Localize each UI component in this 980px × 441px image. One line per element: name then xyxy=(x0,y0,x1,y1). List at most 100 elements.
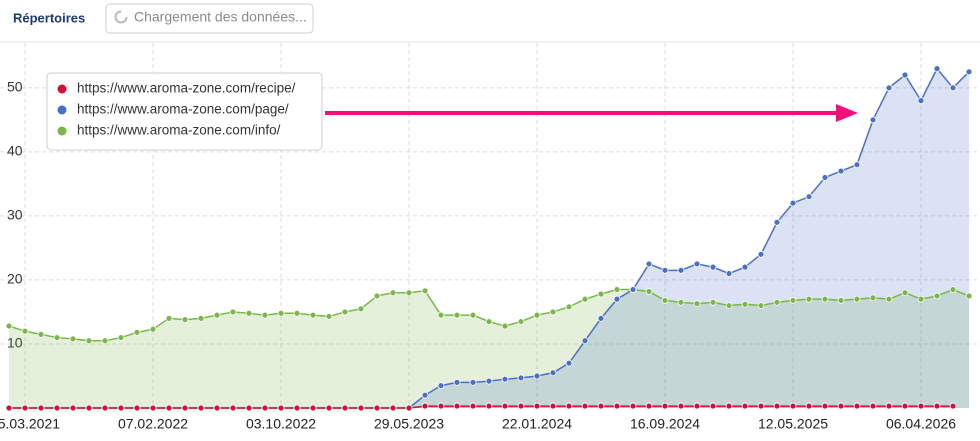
point xyxy=(901,402,909,410)
point xyxy=(165,314,173,322)
loading-text: Chargement des données... xyxy=(134,9,307,25)
legend-marker xyxy=(57,126,67,136)
point xyxy=(5,404,13,412)
spinner xyxy=(114,10,128,24)
point xyxy=(245,309,253,317)
y-tick-label: 40 xyxy=(7,143,23,159)
legend-marker xyxy=(57,105,67,115)
point xyxy=(325,404,333,412)
legend-label: https://www.aroma-zone.com/info/ xyxy=(77,123,281,138)
point xyxy=(373,404,381,412)
x-tick-label: 12.05.2025 xyxy=(758,416,828,432)
point xyxy=(917,97,925,105)
point xyxy=(421,391,429,399)
point xyxy=(229,308,237,316)
point xyxy=(741,300,749,308)
point xyxy=(661,266,669,274)
point xyxy=(917,402,925,410)
point xyxy=(437,402,445,410)
plot: 10 20 30 40 50 15.03.2021 07.02.2022 03.10.2022… xyxy=(0,43,980,432)
point xyxy=(725,270,733,277)
point xyxy=(85,404,93,412)
x-tick-label: 06.04.2026 xyxy=(886,416,956,432)
point xyxy=(965,292,973,300)
point xyxy=(533,311,541,319)
point xyxy=(69,335,77,343)
point xyxy=(245,404,253,412)
point xyxy=(197,404,205,412)
point xyxy=(213,311,221,319)
point xyxy=(261,404,269,412)
point xyxy=(837,402,845,410)
point xyxy=(949,402,957,410)
point xyxy=(453,378,461,386)
point xyxy=(565,402,573,410)
point xyxy=(821,295,829,303)
point xyxy=(21,327,29,335)
point xyxy=(117,404,125,412)
point xyxy=(277,404,285,412)
point xyxy=(773,218,781,226)
area xyxy=(9,289,969,408)
point xyxy=(885,84,893,92)
point xyxy=(341,404,349,412)
point xyxy=(709,298,717,306)
point xyxy=(741,263,749,271)
point xyxy=(101,404,109,412)
tab-title[interactable]: Répertoires xyxy=(13,10,85,25)
point xyxy=(437,382,445,389)
point xyxy=(789,297,797,304)
point xyxy=(517,402,525,410)
y-tick-label: 20 xyxy=(7,271,23,287)
point xyxy=(485,402,493,410)
point xyxy=(837,297,845,304)
y-tick-label: 10 xyxy=(7,335,23,351)
point xyxy=(933,65,941,73)
point xyxy=(277,309,285,317)
point xyxy=(581,295,589,303)
point xyxy=(613,295,621,303)
point xyxy=(117,334,125,341)
point xyxy=(437,311,445,319)
point xyxy=(101,337,109,345)
point xyxy=(869,402,877,410)
point xyxy=(53,334,61,341)
point xyxy=(181,316,189,324)
point xyxy=(341,308,349,316)
point xyxy=(309,311,317,319)
point xyxy=(197,314,205,322)
point xyxy=(549,369,557,377)
point xyxy=(533,372,541,380)
point xyxy=(229,404,237,412)
point xyxy=(181,404,189,412)
point xyxy=(37,404,45,412)
point xyxy=(21,404,29,412)
point xyxy=(661,402,669,410)
point xyxy=(757,250,765,258)
point xyxy=(469,311,477,319)
point xyxy=(645,288,653,295)
point xyxy=(901,71,909,79)
point xyxy=(485,318,493,325)
point xyxy=(565,303,573,311)
point xyxy=(469,378,477,386)
point xyxy=(133,404,141,412)
legend-label: https://www.aroma-zone.com/recipe/ xyxy=(77,81,296,96)
point xyxy=(709,402,717,410)
point xyxy=(805,193,813,201)
loading-box xyxy=(105,3,314,34)
point xyxy=(629,402,637,410)
point xyxy=(693,300,701,308)
point xyxy=(69,404,77,412)
point xyxy=(389,289,397,297)
point xyxy=(421,402,429,410)
point xyxy=(165,404,173,412)
point xyxy=(933,292,941,300)
point xyxy=(597,290,605,298)
point xyxy=(5,322,13,330)
point xyxy=(501,375,509,383)
point xyxy=(261,311,269,319)
point xyxy=(517,318,525,325)
point xyxy=(773,402,781,410)
